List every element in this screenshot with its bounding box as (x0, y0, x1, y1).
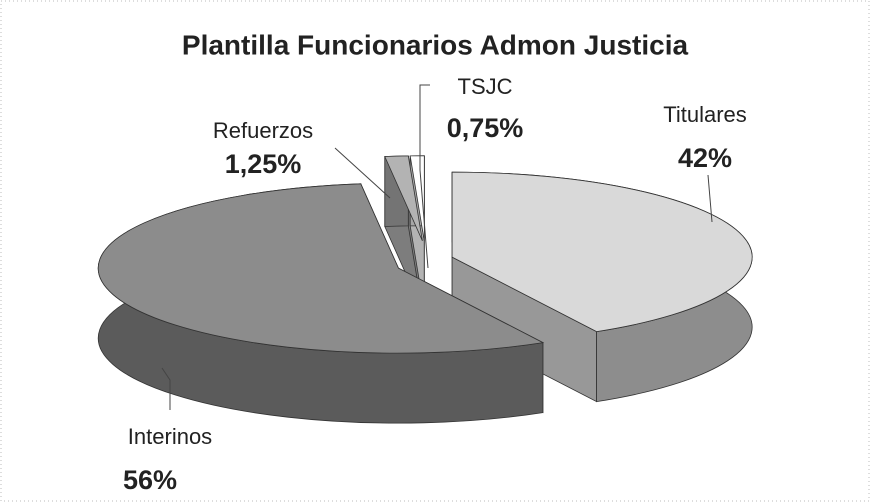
chart-title: Plantilla Funcionarios Admon Justicia (182, 29, 689, 60)
pie (97, 155, 753, 424)
slice-label: Refuerzos (213, 118, 313, 143)
value-label: 42% (678, 143, 732, 173)
leader-lines (161, 84, 713, 410)
slice-label: Titulares (663, 102, 747, 127)
slice (451, 171, 753, 333)
value-label: 56% (123, 465, 177, 495)
slice (97, 183, 545, 354)
value-label: 1,25% (225, 149, 302, 179)
slice-label: Interinos (128, 424, 212, 449)
slice (384, 155, 423, 241)
value-label: 0,75% (447, 113, 524, 143)
slice-label: TSJC (458, 74, 513, 99)
